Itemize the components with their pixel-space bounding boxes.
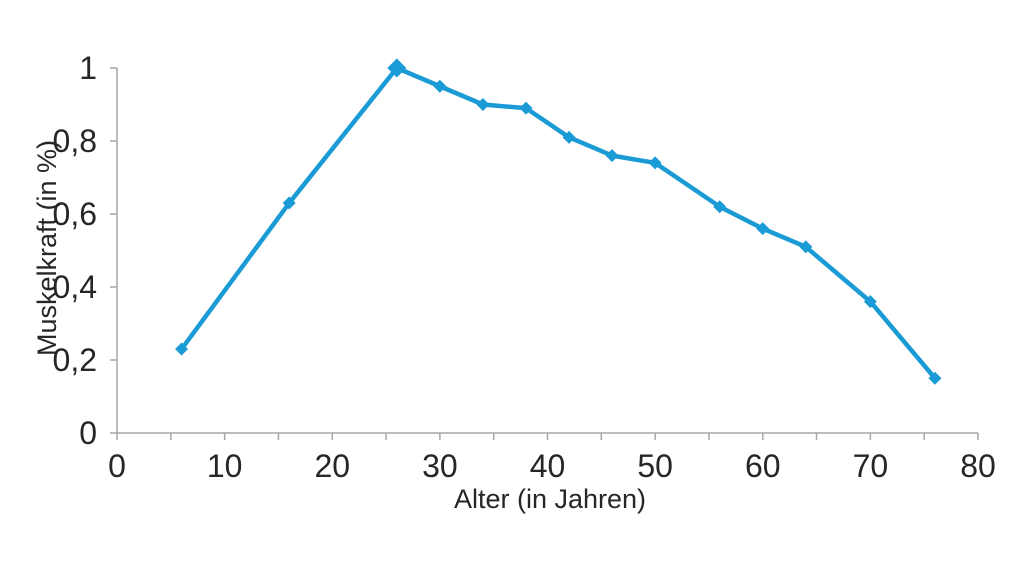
y-tick-label: 0,8	[53, 123, 97, 159]
data-point-marker	[282, 196, 296, 210]
data-point-marker	[605, 149, 619, 163]
data-point-marker	[799, 240, 813, 254]
data-point-marker	[387, 58, 407, 78]
x-tick-label: 20	[314, 448, 350, 484]
x-tick-label: 60	[745, 448, 781, 484]
data-point-marker	[863, 295, 877, 309]
data-point-marker	[648, 156, 662, 170]
x-axis-title: Alter (in Jahren)	[454, 484, 646, 514]
y-tick-label: 0,2	[53, 342, 97, 378]
y-tick-label: 0,4	[53, 269, 97, 305]
x-tick-label: 40	[530, 448, 566, 484]
x-tick-label: 10	[207, 448, 243, 484]
data-point-marker	[562, 130, 576, 144]
x-tick-label: 70	[853, 448, 889, 484]
y-tick-label: 0,6	[53, 196, 97, 232]
data-point-marker	[433, 79, 447, 93]
data-point-marker	[519, 101, 533, 115]
chart-axes: 0 10 20 30 40 50 60 70 80 0 0,2 0,4 0,6 0,8 1	[53, 50, 996, 484]
x-tick-label: 0	[108, 448, 126, 484]
x-tick-label: 50	[637, 448, 673, 484]
data-point-marker	[928, 371, 942, 385]
data-point-marker	[756, 222, 770, 236]
data-point-marker	[713, 200, 727, 214]
series-line	[179, 65, 938, 381]
y-axis-title: Muskelkraft (in %)	[32, 140, 62, 356]
x-tick-label: 30	[422, 448, 458, 484]
data-point-marker	[476, 98, 490, 111]
y-tick-label: 1	[79, 50, 97, 86]
y-tick-label: 0	[79, 415, 97, 451]
x-tick-label: 80	[960, 448, 996, 484]
data-point-marker	[175, 342, 189, 356]
chart-series	[175, 58, 942, 385]
